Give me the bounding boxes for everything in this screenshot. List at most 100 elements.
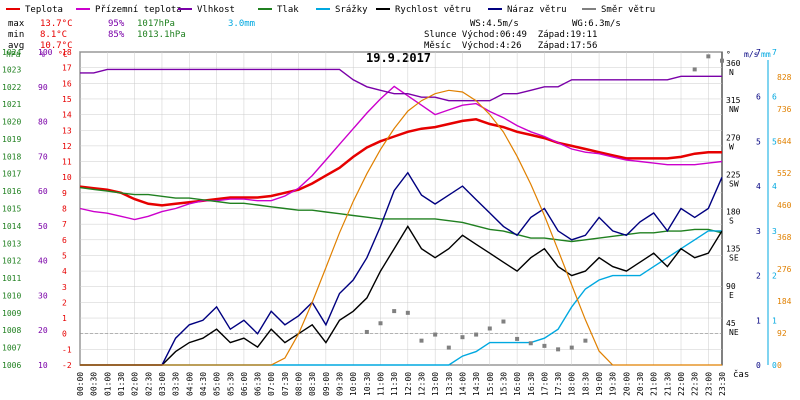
tick-ms: 6 (756, 93, 761, 102)
tick-x: 21:30 (663, 372, 672, 396)
tick-x: 04:30 (199, 372, 208, 396)
tick-celsius: 13 (62, 126, 72, 135)
tick-direction-name: SW (729, 179, 739, 188)
plot-area (79, 54, 724, 366)
series-line-1 (79, 85, 723, 221)
tick-wm2: 552 (777, 169, 792, 178)
info-wg: WG:6.3m/s (572, 19, 621, 29)
tick-x: 07:00 (267, 372, 276, 396)
wind-dir-point (392, 309, 397, 314)
tick-wm2: 92 (777, 329, 787, 338)
tick-percent: 40 (38, 257, 48, 266)
tick-x: 14:30 (472, 372, 481, 396)
tick-x: 03:30 (172, 372, 181, 396)
tick-hpa: 1020 (2, 118, 21, 127)
tick-wm2: 460 (777, 201, 792, 210)
tick-percent: 70 (38, 152, 48, 161)
wind-dir-point (528, 341, 533, 346)
tick-x: 16:00 (513, 372, 522, 396)
tick-hpa: 1019 (2, 135, 21, 144)
tick-x: 21:00 (650, 372, 659, 396)
tick-hpa: 1024 (2, 48, 21, 57)
stats-min-label: min (8, 30, 24, 40)
tick-celsius: 12 (62, 142, 72, 151)
sun-moon-info: WS:4.5m/s WG:6.3m/s Slunce Východ:06:49 … (424, 19, 621, 51)
tick-direction: 135 (726, 245, 741, 254)
tick-celsius: 3 (62, 283, 67, 292)
axis-direction-label: ° (726, 50, 731, 59)
tick-wm2: 0 (777, 361, 782, 370)
tick-x: 22:00 (677, 372, 686, 396)
tick-direction: 360 (726, 59, 741, 68)
stats-max-temp: 13.7°C (40, 19, 73, 29)
wind-dir-point (364, 329, 369, 334)
tick-x: 15:30 (499, 372, 508, 396)
stats-block: max 13.7°C 95% 1017hPa 3.0mm min 8.1°C 8… (8, 19, 255, 51)
tick-x: 04:00 (185, 372, 194, 396)
stats-min-press: 1013.1hPa (137, 30, 186, 40)
tick-ms: 4 (756, 182, 761, 191)
tick-x: 00:30 (90, 372, 99, 396)
tick-hpa: 1013 (2, 239, 21, 248)
axis-hpa-label: hPa (6, 50, 21, 59)
tick-hpa: 1015 (2, 205, 21, 214)
legend-label-4: Srážky (335, 5, 368, 15)
tick-wm2: 184 (777, 297, 792, 306)
tick-x: 10:00 (349, 372, 358, 396)
tick-ms: 2 (756, 272, 761, 281)
tick-x: 18:30 (581, 372, 590, 396)
tick-hpa: 1022 (2, 83, 21, 92)
tick-x: 06:00 (240, 372, 249, 396)
axis-percent-label: % (40, 50, 45, 59)
wind-dir-point (515, 336, 520, 341)
tick-ms: 3 (756, 227, 761, 236)
tick-direction: 180 (726, 208, 741, 217)
tick-percent: 100 (38, 48, 53, 57)
tick-x: 13:30 (445, 372, 454, 396)
legend-label-7: Směr větru (601, 5, 655, 15)
wind-dir-point (433, 332, 438, 337)
tick-x: 19:30 (609, 372, 618, 396)
tick-hpa: 1011 (2, 274, 21, 283)
tick-x: 10:30 (363, 372, 372, 396)
tick-wm2: 644 (777, 137, 792, 146)
tick-x: 12:30 (417, 372, 426, 396)
series-line-6 (80, 171, 723, 366)
tick-celsius: 11 (62, 158, 72, 167)
series-line-0 (79, 118, 722, 207)
stats-min-hum: 85% (108, 30, 125, 40)
tick-celsius: 7 (62, 220, 67, 229)
tick-celsius: -1 (62, 345, 72, 354)
tick-wm2: 276 (777, 265, 792, 274)
tick-percent: 50 (38, 222, 48, 231)
tick-celsius: 17 (62, 64, 72, 73)
tick-x: 01:30 (117, 372, 126, 396)
tick-direction-name: SE (729, 254, 739, 263)
tick-mm: 2 (772, 272, 777, 281)
tick-x: 22:30 (691, 372, 700, 396)
tick-x: 23:00 (704, 372, 713, 396)
tick-mm: 1 (772, 316, 777, 325)
legend-label-2: Vlhkost (197, 5, 235, 15)
wind-dir-point (460, 335, 465, 340)
tick-ms: 5 (756, 137, 761, 146)
wind-dir-point (720, 58, 724, 63)
series-line-4 (80, 230, 722, 366)
wind-dir-point (446, 345, 451, 350)
tick-hpa: 1010 (2, 291, 21, 300)
tick-hpa: 1008 (2, 326, 21, 335)
tick-x: 23:30 (718, 372, 727, 396)
tick-x: 20:30 (636, 372, 645, 396)
wind-dir-point (501, 319, 506, 324)
tick-celsius: -2 (62, 361, 72, 370)
tick-celsius: 18 (62, 48, 72, 57)
tick-x: 17:30 (554, 372, 563, 396)
tick-celsius: 2 (62, 298, 67, 307)
tick-celsius: 8 (62, 205, 67, 214)
tick-direction: 270 (726, 133, 741, 142)
tick-celsius: 10 (62, 173, 72, 182)
tick-celsius: 5 (62, 251, 67, 260)
tick-direction: 90 (726, 282, 736, 291)
solar-line (80, 89, 722, 366)
tick-wm2: 736 (777, 105, 792, 114)
